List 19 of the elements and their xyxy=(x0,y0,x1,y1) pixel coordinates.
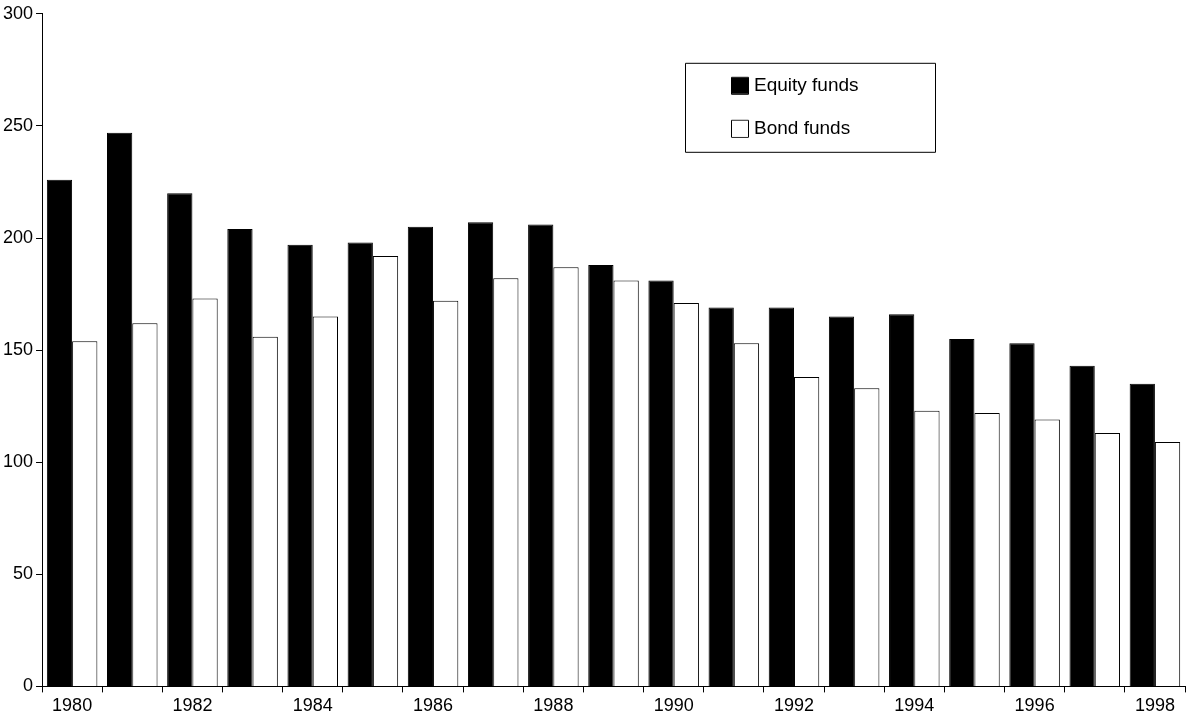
x-tick-label: 1996 xyxy=(1014,695,1055,716)
legend-label: Equity funds xyxy=(754,74,859,96)
x-tick-label: 1992 xyxy=(773,695,815,716)
x-tick-label: 1998 xyxy=(1134,695,1175,716)
x-tick-label: 1982 xyxy=(172,695,213,716)
x-tick-label: 1984 xyxy=(292,695,333,716)
y-tick-label: 100 xyxy=(2,451,34,472)
y-tick-label: 300 xyxy=(2,2,34,23)
x-tick-label: 1994 xyxy=(894,695,935,716)
x-tick-label: 1988 xyxy=(533,695,574,716)
y-tick-label: 200 xyxy=(2,226,34,247)
y-tick-label: 150 xyxy=(2,339,34,360)
y-tick-label: 50 xyxy=(13,563,34,584)
legend-label: Bond funds xyxy=(754,117,851,139)
x-tick-label: 1986 xyxy=(413,695,454,716)
x-tick-label: 1980 xyxy=(52,695,93,716)
x-tick-label: 1990 xyxy=(653,695,694,716)
y-tick-label: 250 xyxy=(2,114,34,135)
y-tick-label: 0 xyxy=(23,675,34,696)
